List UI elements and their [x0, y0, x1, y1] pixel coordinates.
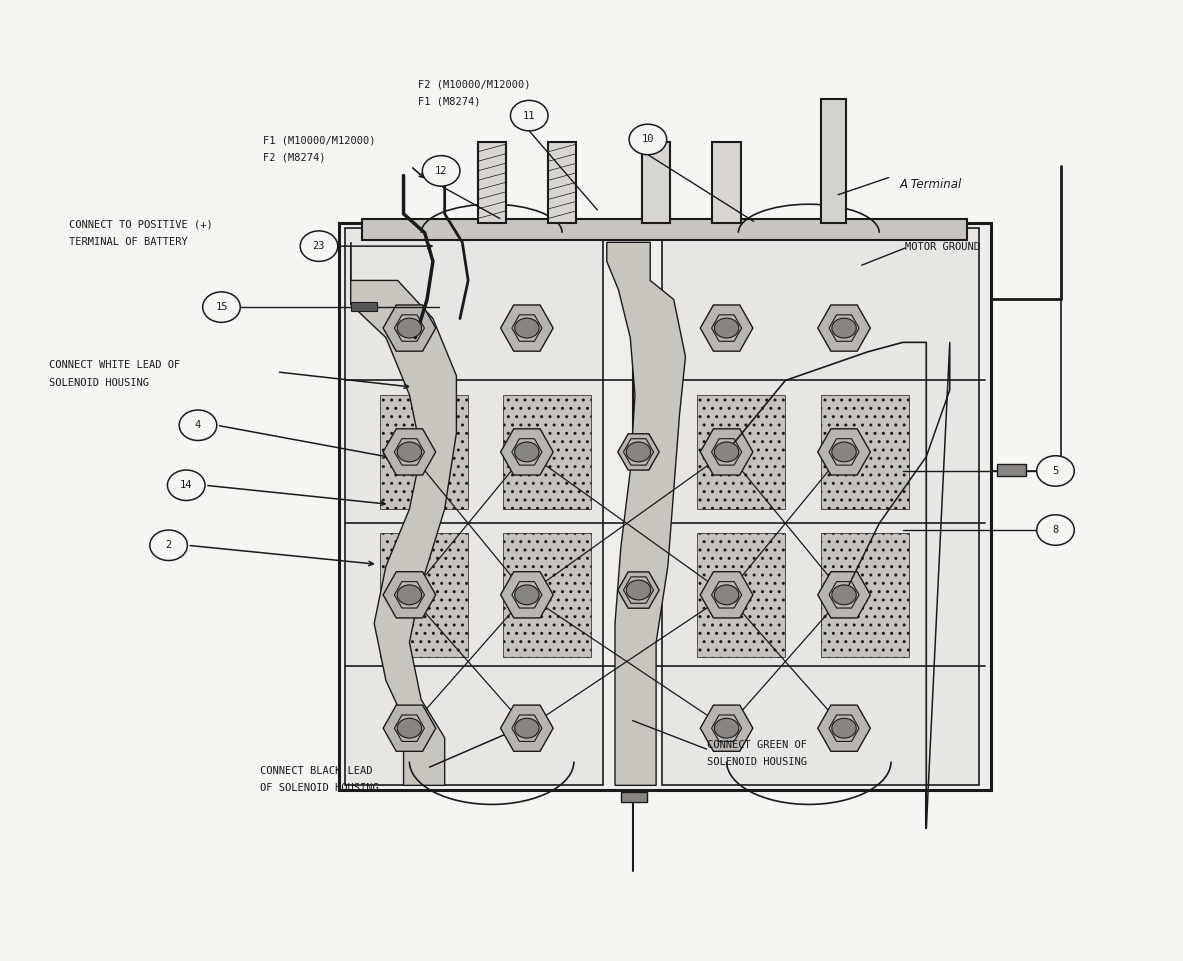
Circle shape: [515, 718, 539, 738]
Circle shape: [515, 585, 539, 604]
Text: SOLENOID HOUSING: SOLENOID HOUSING: [49, 378, 149, 387]
Text: F2 (M8274): F2 (M8274): [263, 153, 325, 162]
Text: 14: 14: [180, 480, 193, 490]
Text: CONNECT WHITE LEAD OF: CONNECT WHITE LEAD OF: [49, 360, 180, 370]
Polygon shape: [700, 705, 752, 752]
Circle shape: [397, 318, 421, 338]
Text: 11: 11: [523, 111, 536, 121]
Polygon shape: [817, 705, 871, 752]
Circle shape: [715, 718, 739, 738]
Text: 10: 10: [641, 135, 654, 144]
Circle shape: [626, 580, 651, 600]
Circle shape: [510, 100, 548, 131]
Circle shape: [832, 718, 856, 738]
Bar: [380, 533, 468, 656]
Text: F1 (M8274): F1 (M8274): [418, 96, 480, 107]
Text: F2 (M10000/M12000): F2 (M10000/M12000): [418, 80, 530, 89]
Circle shape: [422, 156, 460, 186]
Circle shape: [397, 442, 421, 462]
Bar: [621, 792, 647, 801]
Circle shape: [150, 530, 187, 560]
Circle shape: [715, 318, 739, 338]
Bar: [504, 395, 592, 509]
Bar: [821, 395, 909, 509]
Polygon shape: [607, 242, 685, 785]
Circle shape: [515, 442, 539, 462]
Text: 8: 8: [1053, 525, 1059, 535]
Circle shape: [397, 585, 421, 604]
Text: F1 (M10000/M12000): F1 (M10000/M12000): [263, 136, 375, 146]
Circle shape: [629, 124, 667, 155]
Polygon shape: [383, 705, 435, 752]
Circle shape: [832, 585, 856, 604]
Bar: [380, 395, 468, 509]
Bar: [997, 464, 1026, 476]
Circle shape: [1036, 456, 1074, 486]
Circle shape: [397, 718, 421, 738]
Text: 4: 4: [195, 420, 201, 431]
Bar: [712, 142, 741, 223]
Bar: [642, 142, 671, 223]
Polygon shape: [700, 305, 752, 351]
Text: A Terminal: A Terminal: [899, 178, 962, 190]
Text: CONNECT TO POSITIVE (+): CONNECT TO POSITIVE (+): [69, 219, 213, 230]
Polygon shape: [500, 705, 554, 752]
Bar: [662, 228, 980, 785]
Text: CONNECT BLACK LEAD: CONNECT BLACK LEAD: [260, 766, 373, 776]
Circle shape: [168, 470, 205, 501]
Circle shape: [832, 318, 856, 338]
Bar: [504, 533, 592, 656]
Circle shape: [715, 585, 739, 604]
Circle shape: [179, 410, 216, 440]
Bar: [548, 142, 576, 223]
Circle shape: [1036, 515, 1074, 545]
Text: TERMINAL OF BATTERY: TERMINAL OF BATTERY: [69, 236, 188, 247]
Polygon shape: [700, 572, 752, 618]
Circle shape: [515, 318, 539, 338]
Bar: [344, 228, 603, 785]
Text: OF SOLENOID HOUSING: OF SOLENOID HOUSING: [260, 783, 379, 794]
Polygon shape: [383, 572, 435, 618]
Polygon shape: [817, 305, 871, 351]
Text: SOLENOID HOUSING: SOLENOID HOUSING: [706, 756, 807, 767]
Bar: [697, 533, 786, 656]
Bar: [821, 99, 846, 223]
Polygon shape: [350, 242, 457, 785]
Polygon shape: [500, 572, 554, 618]
Bar: [478, 142, 506, 223]
Polygon shape: [817, 572, 871, 618]
Text: 15: 15: [215, 302, 228, 312]
Text: CONNECT GREEN OF: CONNECT GREEN OF: [706, 740, 807, 750]
Polygon shape: [500, 305, 554, 351]
Bar: [697, 395, 786, 509]
Text: 23: 23: [312, 241, 325, 251]
Text: MOTOR GROUND: MOTOR GROUND: [905, 242, 981, 253]
Text: 12: 12: [435, 166, 447, 176]
Circle shape: [300, 231, 338, 261]
Bar: [821, 533, 909, 656]
Text: 5: 5: [1053, 466, 1059, 476]
Bar: [362, 219, 968, 240]
Circle shape: [202, 292, 240, 322]
Polygon shape: [700, 429, 752, 475]
Polygon shape: [817, 429, 871, 475]
Bar: [340, 223, 991, 790]
Polygon shape: [618, 572, 659, 608]
Bar: [350, 303, 376, 311]
Polygon shape: [500, 429, 554, 475]
Circle shape: [715, 442, 739, 462]
Polygon shape: [383, 429, 435, 475]
Text: 2: 2: [166, 540, 172, 551]
Circle shape: [626, 442, 651, 462]
Circle shape: [832, 442, 856, 462]
Polygon shape: [618, 433, 659, 470]
Polygon shape: [383, 305, 435, 351]
